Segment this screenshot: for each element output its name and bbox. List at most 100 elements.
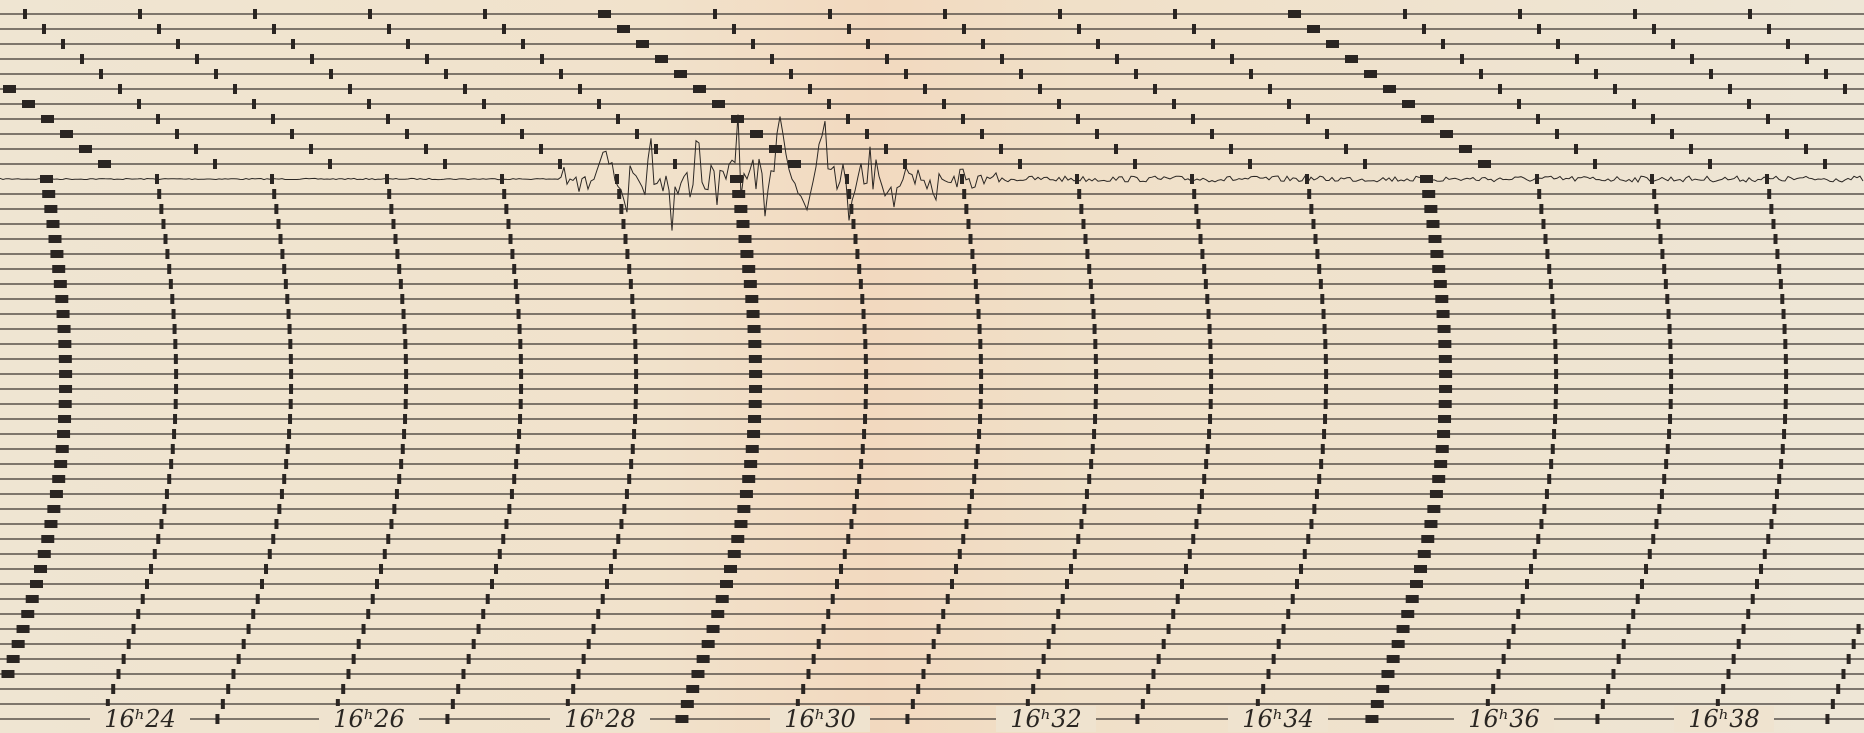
minute-mark (157, 189, 161, 199)
minute-mark (597, 99, 601, 109)
minute-mark (854, 234, 858, 244)
minute-mark (174, 399, 178, 409)
minute-mark (386, 534, 390, 544)
minute-mark (1441, 39, 1445, 49)
minute-mark (400, 294, 404, 304)
minute-mark (960, 174, 964, 184)
minute-mark (559, 69, 563, 79)
minute-mark (309, 144, 313, 154)
minute-mark (627, 264, 631, 274)
heavy-mark (98, 160, 111, 168)
minute-mark (1748, 9, 1752, 19)
minute-mark (1209, 369, 1213, 379)
minute-mark (1230, 54, 1234, 64)
heavy-mark (740, 250, 753, 258)
minute-mark (383, 549, 387, 559)
heavy-mark (740, 490, 753, 498)
heavy-mark (716, 595, 729, 603)
heavy-mark (636, 40, 649, 48)
heavy-mark (686, 685, 699, 693)
minute-mark (173, 324, 177, 334)
minute-mark (1670, 129, 1674, 139)
minute-mark (171, 444, 175, 454)
minute-mark (1047, 639, 1051, 649)
minute-mark (155, 174, 159, 184)
minute-mark (1533, 549, 1537, 559)
minute-mark (352, 654, 356, 664)
minute-mark (518, 414, 522, 424)
minute-mark (1299, 564, 1303, 574)
minute-mark (539, 144, 543, 154)
minute-mark (1095, 129, 1099, 139)
minute-mark (1636, 594, 1640, 604)
minute-mark (521, 39, 525, 49)
minute-mark (1536, 534, 1540, 544)
minute-mark (477, 624, 481, 634)
minute-mark (1084, 234, 1088, 244)
heavy-mark (40, 175, 53, 183)
minute-mark (629, 459, 633, 469)
minute-mark (916, 684, 920, 694)
minute-mark (498, 549, 502, 559)
minute-mark (839, 564, 843, 574)
minute-mark (1669, 384, 1673, 394)
minute-mark (1644, 564, 1648, 574)
minute-mark (122, 654, 126, 664)
minute-mark (1525, 579, 1529, 589)
heavy-mark (1437, 310, 1450, 318)
minute-mark (1769, 204, 1773, 214)
minute-mark (288, 339, 292, 349)
minute-mark (1248, 159, 1252, 169)
minute-mark (1091, 444, 1095, 454)
minute-mark (1765, 174, 1769, 184)
minute-mark (490, 579, 494, 589)
minute-mark (630, 294, 634, 304)
minute-mark (969, 234, 973, 244)
minute-mark (242, 639, 246, 649)
minute-mark (860, 294, 864, 304)
minute-mark (1176, 594, 1180, 604)
minute-mark (864, 369, 868, 379)
minute-mark (828, 9, 832, 19)
minute-mark (406, 39, 410, 49)
minute-mark (141, 594, 145, 604)
minute-mark (1191, 534, 1195, 544)
minute-mark (233, 84, 237, 94)
minute-mark (1096, 39, 1100, 49)
minute-mark (1261, 684, 1265, 694)
minute-mark (634, 384, 638, 394)
heavy-mark (58, 325, 71, 333)
minute-mark (806, 669, 810, 679)
minute-mark (1094, 384, 1098, 394)
minute-mark (1785, 129, 1789, 139)
minute-mark (174, 354, 178, 364)
minute-mark (732, 24, 736, 34)
minute-mark (1303, 549, 1307, 559)
minute-mark (271, 114, 275, 124)
heavy-mark (30, 580, 43, 588)
heavy-mark (55, 295, 68, 303)
minute-mark (1208, 339, 1212, 349)
minute-mark (1324, 384, 1328, 394)
heavy-mark (1381, 670, 1394, 678)
minute-mark (859, 459, 863, 469)
minute-mark (395, 489, 399, 499)
minute-mark (1784, 354, 1788, 364)
minute-mark (1291, 594, 1295, 604)
minute-mark (215, 714, 219, 724)
minute-mark (1659, 234, 1663, 244)
minute-mark (857, 264, 861, 274)
minute-mark (287, 309, 291, 319)
minute-mark (905, 714, 909, 724)
time-label: 16ʰ32 (1010, 705, 1081, 733)
minute-mark (831, 594, 835, 604)
minute-mark (1721, 684, 1725, 694)
minute-mark (291, 39, 295, 49)
heavy-mark (1432, 265, 1445, 273)
minute-mark (1363, 159, 1367, 169)
minute-mark (1575, 54, 1579, 64)
minute-mark (213, 159, 217, 169)
minute-mark (1539, 519, 1543, 529)
minute-mark (1206, 444, 1210, 454)
heavy-mark (1424, 205, 1437, 213)
